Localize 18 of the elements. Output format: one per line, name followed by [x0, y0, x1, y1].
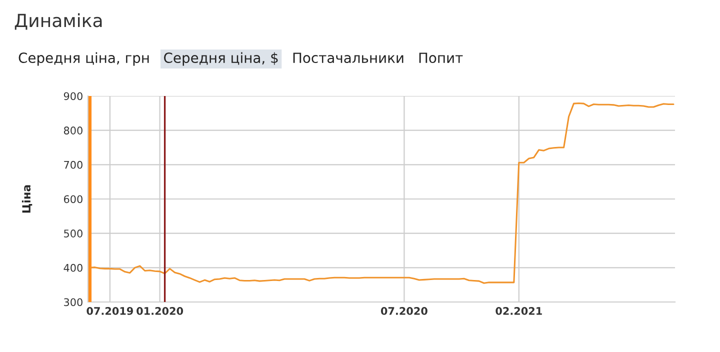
x-tick-label: 07.2020 [380, 307, 428, 315]
x-tick-label: 07.2019 [86, 307, 133, 315]
text: Попит [419, 52, 463, 64]
y-tick-label: 800 [64, 126, 82, 134]
y-tick-label: 600 [64, 195, 82, 204]
x-tick-label: 02.2021 [496, 307, 542, 315]
chart-title: Динаміка [14, 13, 102, 30]
text: Постачальники [293, 52, 404, 64]
text: Середня ціна, $ [164, 52, 278, 66]
y-tick-label: 700 [64, 160, 82, 169]
text: Середня ціна, грн [18, 52, 149, 66]
y-tick-label: 400 [64, 264, 82, 272]
line-series [89, 102, 674, 284]
y-axis-title: Ціна [22, 185, 32, 213]
y-tick-label: 300 [64, 298, 82, 306]
y-tick-label: 500 [64, 230, 82, 238]
y-tick-label: 900 [64, 92, 82, 100]
x-tick-label: 01.2020 [136, 307, 184, 315]
